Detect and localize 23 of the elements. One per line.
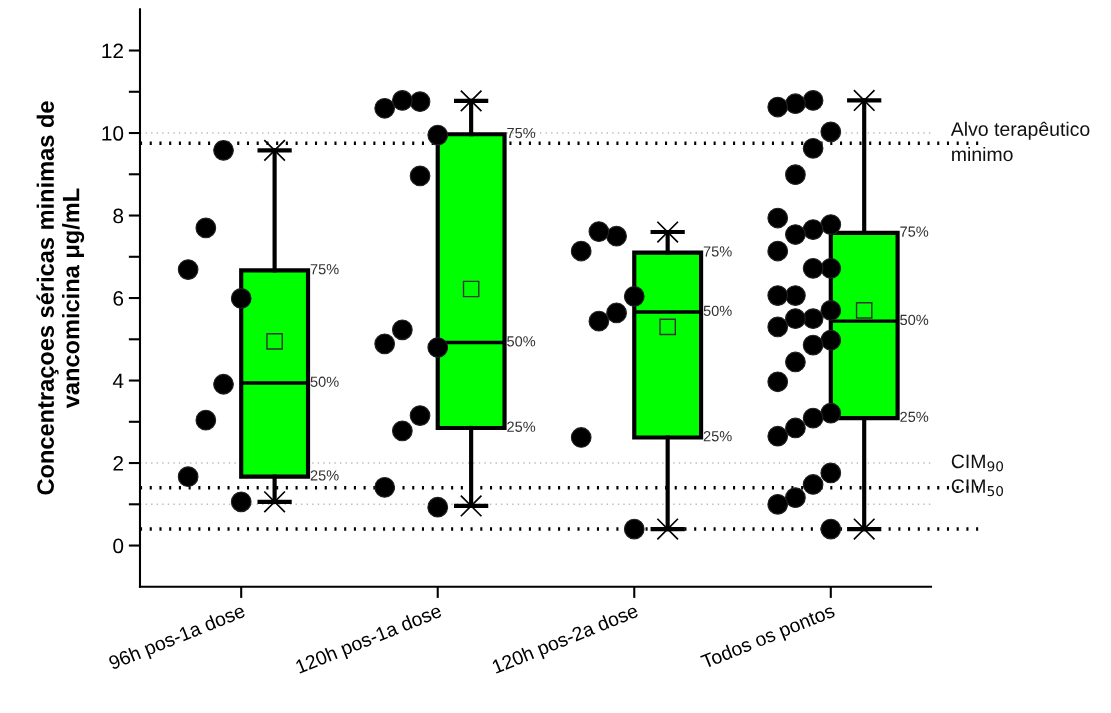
ref-line-label: CIM$_{90}$	[951, 454, 1004, 472]
annotation: 75%	[310, 264, 339, 275]
annotation: 50%	[703, 305, 732, 316]
y-axis-title: Concentraçoes séricas minimas de vancomicina μg/mL	[36, 101, 85, 495]
annotation: 25%	[900, 411, 929, 422]
annotation: 75%	[900, 226, 929, 237]
annotation: 25%	[507, 421, 536, 432]
annotation: 25%	[310, 470, 339, 481]
annotation: 75%	[507, 127, 536, 139]
y-tick-label: 10	[102, 126, 124, 141]
ref-line-label: CIM$_{50}$	[951, 479, 1004, 497]
y-tick-label: 8	[113, 208, 124, 224]
ref-line-label: Alvo terapêutico minimo	[950, 121, 1090, 162]
y-tick-label: 2	[113, 456, 123, 471]
annotation: 75%	[703, 246, 732, 257]
annotation: 50%	[900, 314, 929, 326]
annotation: 50%	[310, 376, 339, 387]
y-tick-label: 6	[113, 291, 124, 306]
annotation: 50%	[507, 336, 536, 347]
y-tick-label: 12	[102, 43, 123, 59]
annotation: 25%	[703, 431, 732, 442]
y-tick-label: 4	[112, 373, 124, 389]
y-tick-label: 0	[113, 538, 124, 554]
